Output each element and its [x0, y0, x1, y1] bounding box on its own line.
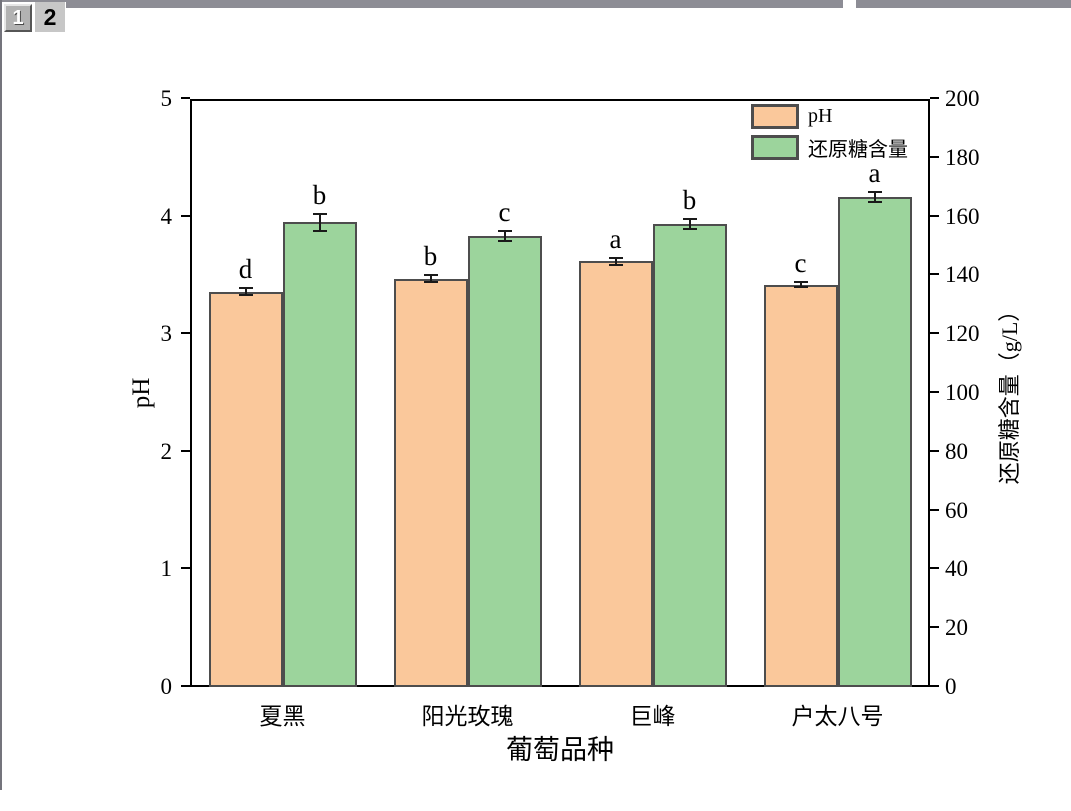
left-axis-tick — [181, 567, 190, 570]
error-bar-cap-bottom — [497, 239, 512, 242]
right-axis-tick-label: 120 — [945, 321, 980, 347]
right-axis-tick — [930, 214, 939, 217]
error-bar-cap-top — [497, 229, 512, 232]
error-bar-cap-bottom — [608, 263, 623, 266]
legend-swatch — [751, 104, 799, 129]
legend-swatch — [751, 135, 799, 160]
right-axis-title: 还原糖含量（g/L） — [997, 299, 1022, 485]
error-bar-cap-top — [793, 281, 808, 284]
left-axis-tick-label: 4 — [160, 203, 173, 229]
error-bar — [799, 282, 802, 288]
right-axis-tick-label: 100 — [945, 380, 980, 405]
plot-area — [190, 99, 930, 687]
error-bar-cap-bottom — [793, 286, 808, 289]
top-border-line — [0, 0, 66, 2]
left-axis-tick-label: 0 — [160, 674, 173, 699]
left-axis-tick-label: 2 — [160, 438, 173, 464]
right-axis-tick-label: 20 — [945, 615, 968, 641]
left-axis-tick — [181, 685, 190, 687]
window-left-border — [0, 0, 2, 790]
significance-letter: b — [682, 184, 697, 215]
right-axis-tick-label: 80 — [945, 438, 968, 464]
error-bar — [318, 213, 321, 232]
left-axis-tick — [181, 214, 190, 217]
top-scrollbar[interactable] — [66, 0, 1071, 8]
left-axis-tick — [181, 97, 190, 99]
right-axis-tick-label: 0 — [945, 674, 957, 699]
scrollbar-thumb[interactable] — [843, 0, 856, 8]
error-bar-cap-top — [423, 274, 438, 277]
legend: pH 还原糖含量 — [751, 104, 908, 166]
error-bar-cap-bottom — [238, 294, 253, 297]
x-category-label: 夏黑 — [259, 704, 306, 729]
significance-letter: b — [423, 241, 438, 272]
right-axis-tick — [930, 626, 939, 629]
error-bar-cap-top — [682, 217, 697, 220]
bar-pH-户太八号 — [763, 284, 838, 687]
error-bar-cap-bottom — [867, 201, 882, 204]
significance-letter: a — [609, 223, 622, 254]
right-axis-tick — [930, 273, 939, 276]
left-axis-tick — [181, 332, 190, 335]
page-tab-2[interactable]: 2 — [35, 2, 65, 32]
left-axis-tick-label: 5 — [160, 86, 173, 111]
error-bar-cap-bottom — [312, 230, 327, 233]
bar-还原糖含量-夏黑 — [282, 222, 357, 687]
right-axis-tick — [930, 332, 939, 335]
page-tab-1[interactable]: 1 — [4, 4, 32, 32]
bar-pH-巨峰 — [578, 261, 653, 687]
left-axis-tick — [181, 449, 190, 452]
significance-letter: d — [238, 254, 253, 285]
left-axis-tick-label: 1 — [160, 556, 173, 582]
right-axis-tick — [930, 449, 939, 452]
significance-letter: b — [312, 179, 327, 210]
significance-letter: a — [868, 158, 881, 189]
right-axis-tick-label: 60 — [945, 497, 968, 523]
right-axis-tick — [930, 391, 939, 393]
right-axis-tick-label: 40 — [945, 556, 968, 582]
error-bar-cap-top — [867, 191, 882, 194]
bar-还原糖含量-户太八号 — [837, 197, 912, 687]
legend-item: pH — [751, 104, 908, 129]
error-bar-cap-top — [608, 256, 623, 259]
left-axis-tick-label: 3 — [160, 321, 173, 347]
significance-letter: c — [498, 196, 511, 227]
bar-还原糖含量-巨峰 — [652, 223, 727, 687]
bar-pH-夏黑 — [208, 291, 283, 687]
right-axis-tick-label: 160 — [945, 203, 980, 229]
error-bar — [873, 192, 876, 203]
significance-letter: c — [794, 248, 807, 279]
legend-item: 还原糖含量 — [751, 133, 908, 162]
x-category-label: 阳光玫瑰 — [421, 704, 514, 729]
right-axis-tick — [930, 508, 939, 511]
legend-label: 还原糖含量 — [808, 139, 908, 161]
error-bar-cap-top — [312, 212, 327, 215]
error-bar — [429, 275, 432, 283]
error-bar — [688, 218, 691, 229]
error-bar — [614, 257, 617, 265]
x-category-label: 巨峰 — [629, 704, 676, 729]
error-bar — [503, 230, 506, 241]
right-axis-tick — [930, 567, 939, 570]
left-axis-title: pH — [128, 377, 155, 409]
right-axis-tick-label: 200 — [945, 86, 980, 111]
right-axis-tick-label: 140 — [945, 262, 980, 288]
right-axis-tick — [930, 685, 939, 687]
error-bar-cap-bottom — [682, 227, 697, 230]
bar-还原糖含量-阳光玫瑰 — [467, 235, 542, 687]
right-axis-tick-label: 180 — [945, 144, 980, 170]
bar-pH-阳光玫瑰 — [393, 278, 468, 687]
right-axis-tick — [930, 97, 939, 99]
error-bar-cap-top — [238, 287, 253, 290]
error-bar-cap-bottom — [423, 281, 438, 284]
error-bar — [244, 288, 247, 296]
right-axis-tick — [930, 155, 939, 158]
x-category-label: 户太八号 — [791, 704, 884, 729]
legend-label: pH — [808, 105, 833, 127]
x-axis-title: 葡萄品种 — [506, 735, 614, 765]
